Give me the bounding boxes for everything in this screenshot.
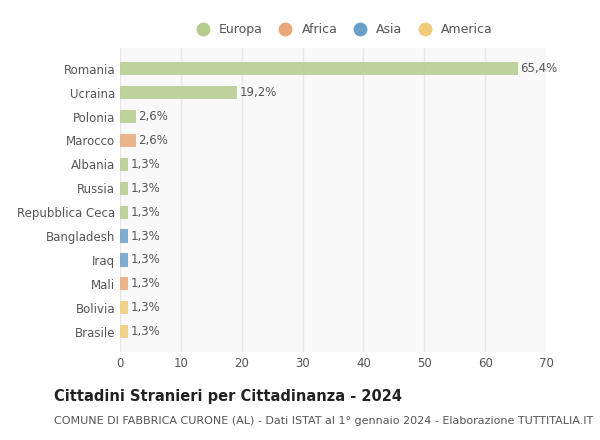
Text: 1,3%: 1,3% [130, 158, 160, 171]
Text: 65,4%: 65,4% [520, 62, 557, 75]
Bar [120, 86, 237, 99]
Text: 1,3%: 1,3% [130, 277, 160, 290]
Bar [120, 205, 128, 219]
Bar [120, 158, 128, 171]
Bar [120, 134, 136, 147]
Text: 1,3%: 1,3% [130, 301, 160, 314]
Text: 19,2%: 19,2% [239, 86, 277, 99]
Bar [120, 277, 128, 290]
Text: 2,6%: 2,6% [138, 134, 168, 147]
Bar [120, 110, 136, 123]
Bar [120, 253, 128, 267]
Text: 1,3%: 1,3% [130, 182, 160, 195]
Text: Cittadini Stranieri per Cittadinanza - 2024: Cittadini Stranieri per Cittadinanza - 2… [54, 389, 402, 404]
Text: 1,3%: 1,3% [130, 205, 160, 219]
Bar [120, 182, 128, 195]
Text: 1,3%: 1,3% [130, 230, 160, 242]
Bar [120, 62, 518, 75]
Bar [120, 230, 128, 242]
Text: COMUNE DI FABBRICA CURONE (AL) - Dati ISTAT al 1° gennaio 2024 - Elaborazione TU: COMUNE DI FABBRICA CURONE (AL) - Dati IS… [54, 416, 593, 426]
Bar [120, 301, 128, 314]
Text: 1,3%: 1,3% [130, 325, 160, 338]
Text: 1,3%: 1,3% [130, 253, 160, 267]
Bar [120, 325, 128, 338]
Legend: Europa, Africa, Asia, America: Europa, Africa, Asia, America [185, 18, 498, 41]
Text: 2,6%: 2,6% [138, 110, 168, 123]
